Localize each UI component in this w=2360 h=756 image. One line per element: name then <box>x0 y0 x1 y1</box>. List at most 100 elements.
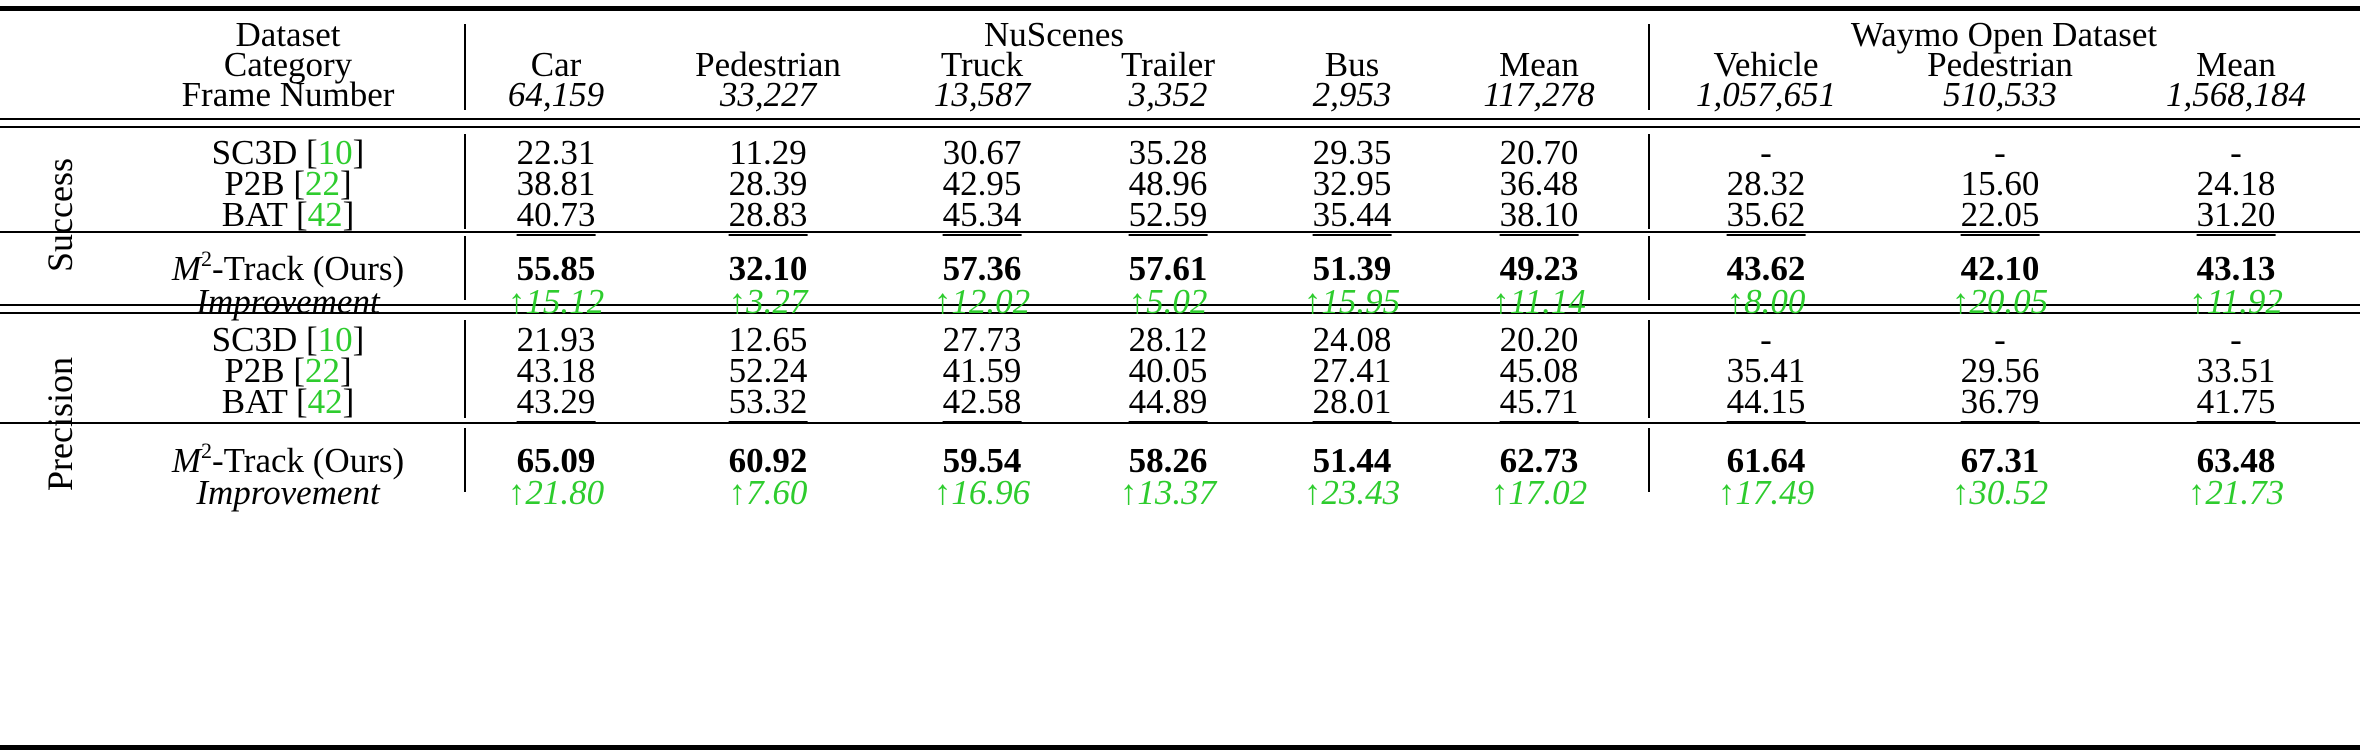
column-header-2: Truck <box>940 45 1024 84</box>
value-cell: 42.58 <box>942 381 1022 423</box>
value-cell: 38.10 <box>1499 194 1579 236</box>
success-vline-right-b <box>1648 236 1650 300</box>
second-best-value: 36.79 <box>1960 382 2040 423</box>
second-best-value: 44.89 <box>1128 382 1208 423</box>
ours-value: 51.39 <box>1312 249 1392 288</box>
section-rule-2 <box>0 312 2360 314</box>
column-frames-6: 1,057,651 <box>1696 75 1836 114</box>
column-frames-1: 33,227 <box>719 75 817 114</box>
improvement-value: ↑8.00 <box>1726 282 1806 321</box>
column-frames-2: 13,587 <box>933 75 1031 114</box>
precision-vline-left-a <box>464 320 466 418</box>
second-best-value: 28.83 <box>728 195 808 236</box>
second-best-value: 31.20 <box>2196 195 2276 236</box>
precision-mid-rule <box>0 422 2360 424</box>
value-cell: 44.15 <box>1726 381 1806 423</box>
header-vline-right <box>1648 24 1650 110</box>
value-cell: 29.35 <box>1312 133 1392 172</box>
value-cell: 28.83 <box>728 194 808 236</box>
success-vline-left-a <box>464 134 466 229</box>
ours-value: 42.10 <box>1960 249 2040 288</box>
value-cell: 21.93 <box>516 320 596 359</box>
value-cell: 24.08 <box>1312 320 1392 359</box>
value-cell: - <box>2230 133 2242 172</box>
value-cell: 29.56 <box>1960 351 2040 390</box>
value-cell: 11.29 <box>729 133 807 172</box>
citation-ref[interactable]: 42 <box>307 382 343 421</box>
ours-symbol: M <box>171 249 201 288</box>
method-name: P2B [22] <box>224 351 352 390</box>
value-cell: 41.75 <box>2196 381 2276 423</box>
ours-value: 67.31 <box>1960 441 2040 480</box>
value-cell: 22.05 <box>1960 194 2040 236</box>
column-header-4: Bus <box>1324 45 1380 84</box>
improvement-value: ↑15.12 <box>507 282 605 321</box>
value-cell: 35.28 <box>1128 133 1208 172</box>
second-best-value: 40.73 <box>516 195 596 236</box>
value-cell: 27.73 <box>942 320 1022 359</box>
value-cell: 44.89 <box>1128 381 1208 423</box>
ours-value: 65.09 <box>516 441 596 480</box>
value-cell: 28.32 <box>1726 164 1806 203</box>
method-name: BAT [42] <box>221 382 355 421</box>
method-name: BAT [42] <box>221 195 355 234</box>
value-cell: 40.05 <box>1128 351 1208 390</box>
citation-ref[interactable]: 10 <box>317 133 353 172</box>
value-cell: 31.20 <box>2196 194 2276 236</box>
value-cell: 41.59 <box>942 351 1022 390</box>
improvement-value: ↑17.02 <box>1490 473 1588 512</box>
value-cell: 28.01 <box>1312 381 1392 423</box>
value-cell: 52.24 <box>728 351 808 390</box>
value-cell: 20.20 <box>1499 320 1579 359</box>
value-cell: 36.48 <box>1499 164 1579 203</box>
ours-value: 57.36 <box>942 249 1022 288</box>
column-header-3: Trailer <box>1121 45 1215 84</box>
precision-vline-left-b <box>464 428 466 492</box>
value-cell: 45.71 <box>1499 381 1579 423</box>
ours-value: 59.54 <box>942 441 1022 480</box>
ours-value: 60.92 <box>728 441 808 480</box>
column-header-5: Mean <box>1499 45 1579 84</box>
top-rule <box>0 6 2360 11</box>
second-best-value: 35.62 <box>1726 195 1806 236</box>
improvement-value: ↑11.14 <box>1492 282 1586 321</box>
column-header-0: Car <box>530 45 582 84</box>
column-header-7: Pedestrian <box>1927 45 2073 84</box>
value-cell: 48.96 <box>1128 164 1208 203</box>
value-cell: 35.62 <box>1726 194 1806 236</box>
header-rule-2 <box>0 126 2360 128</box>
value-cell: 42.95 <box>942 164 1022 203</box>
ours-value: 43.62 <box>1726 249 1806 288</box>
citation-ref[interactable]: 22 <box>305 164 341 203</box>
ours-value: 57.61 <box>1128 249 1208 288</box>
citation-ref[interactable]: 10 <box>317 320 353 359</box>
value-cell: 40.73 <box>516 194 596 236</box>
improvement-value: ↑30.52 <box>1951 473 2049 512</box>
citation-ref[interactable]: 42 <box>307 195 343 234</box>
second-best-value: 45.34 <box>942 195 1022 236</box>
column-frames-7: 510,533 <box>1943 75 2057 114</box>
value-cell: 33.51 <box>2196 351 2276 390</box>
ours-value: 49.23 <box>1499 249 1579 288</box>
bottom-rule <box>0 745 2360 750</box>
method-name: SC3D [10] <box>211 320 365 359</box>
improvement-value: ↑23.43 <box>1303 473 1401 512</box>
section-label-precision: Precision <box>40 357 80 491</box>
citation-ref[interactable]: 22 <box>305 351 341 390</box>
value-cell: 28.39 <box>728 164 808 203</box>
column-frames-0: 64,159 <box>507 75 605 114</box>
value-cell: 45.34 <box>942 194 1022 236</box>
value-cell: - <box>1760 133 1772 172</box>
value-cell: 15.60 <box>1960 164 2040 203</box>
second-best-value: 44.15 <box>1726 382 1806 423</box>
ours-value: 62.73 <box>1499 441 1579 480</box>
category-label: Category <box>223 45 353 84</box>
column-header-1: Pedestrian <box>695 45 841 84</box>
header-rule-1 <box>0 118 2360 120</box>
value-cell: - <box>1994 320 2006 359</box>
second-best-value: 38.10 <box>1499 195 1579 236</box>
improvement-value: ↑7.60 <box>728 473 808 512</box>
second-best-value: 42.58 <box>942 382 1022 423</box>
value-cell: 43.18 <box>516 351 596 390</box>
